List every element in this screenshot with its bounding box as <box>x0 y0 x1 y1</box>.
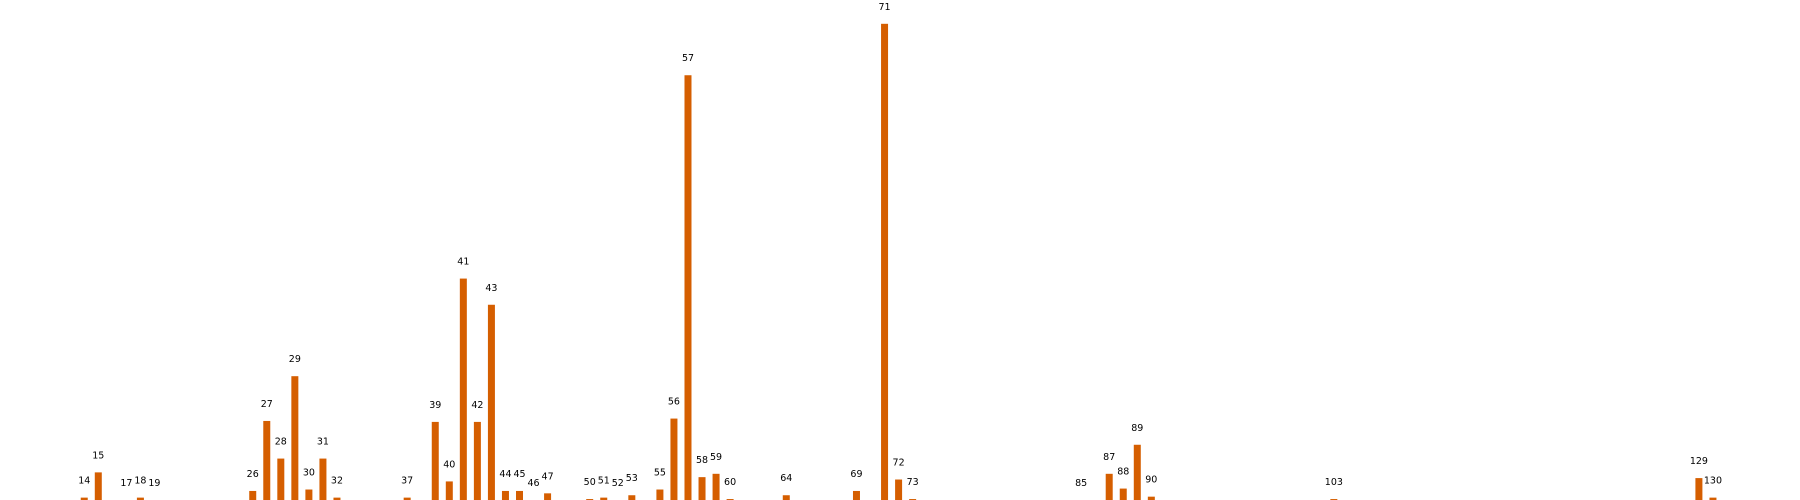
bar-label: 90 <box>1145 475 1157 486</box>
bar-label: 88 <box>1117 467 1129 478</box>
bar <box>473 421 481 500</box>
bar-label: 64 <box>780 473 792 484</box>
bar-label: 31 <box>317 437 329 448</box>
bar-label: 43 <box>485 283 497 294</box>
bar <box>291 376 299 500</box>
bar <box>487 304 495 500</box>
bar-label: 60 <box>724 477 736 488</box>
bar <box>249 490 257 500</box>
bar-label: 72 <box>893 458 905 469</box>
bar-label: 39 <box>429 400 441 411</box>
bar-label: 15 <box>92 450 104 461</box>
bar <box>80 497 88 500</box>
bar-label: 47 <box>542 471 554 482</box>
bar <box>881 23 889 500</box>
bar-label: 85 <box>1075 478 1087 489</box>
bar <box>277 458 285 500</box>
bar-label: 27 <box>261 399 273 410</box>
bar-label: 37 <box>401 476 413 487</box>
bar <box>136 497 144 500</box>
bar-label: 32 <box>331 476 343 487</box>
bar-label: 50 <box>584 477 596 488</box>
bar-label: 129 <box>1690 456 1708 467</box>
bar-label: 14 <box>78 476 90 487</box>
bar-label: 42 <box>471 400 483 411</box>
bar-label: 51 <box>598 476 610 487</box>
bar-label: 18 <box>134 476 146 487</box>
bar-label: 52 <box>612 478 624 489</box>
bar <box>656 489 664 500</box>
bar <box>712 473 720 500</box>
bar-label: 29 <box>289 354 301 365</box>
bar-label: 19 <box>148 478 160 489</box>
bar <box>1709 497 1717 500</box>
bar <box>516 490 524 500</box>
bar <box>305 489 313 500</box>
bar <box>1695 478 1703 500</box>
bar <box>431 421 439 500</box>
bar-label: 69 <box>850 469 862 480</box>
bar-label: 130 <box>1704 476 1722 487</box>
bar <box>1133 444 1141 500</box>
bar-label: 45 <box>513 469 525 480</box>
bar <box>670 418 678 500</box>
bar-label: 73 <box>907 477 919 488</box>
bar <box>544 493 552 500</box>
bar-label: 59 <box>710 452 722 463</box>
bar <box>94 472 102 500</box>
bar <box>333 497 341 500</box>
bar <box>501 490 509 500</box>
bar <box>698 477 706 500</box>
bar-label: 28 <box>275 437 287 448</box>
bar <box>600 497 608 500</box>
bar <box>684 75 692 500</box>
bar-label: 30 <box>303 468 315 479</box>
bar <box>319 458 327 500</box>
bar <box>852 490 860 500</box>
bar-label: 89 <box>1131 423 1143 434</box>
bar-label: 53 <box>626 473 638 484</box>
bar-label: 41 <box>457 257 469 268</box>
bar-label: 40 <box>443 459 455 470</box>
bar-label: 56 <box>668 397 680 408</box>
bar-label: 71 <box>879 2 891 13</box>
bar-label: 46 <box>527 478 539 489</box>
bar-label: 58 <box>696 455 708 466</box>
bar <box>1119 488 1127 500</box>
bar <box>895 479 903 500</box>
bar <box>1147 496 1155 500</box>
bar-label: 87 <box>1103 452 1115 463</box>
bar <box>1105 473 1113 500</box>
bar <box>459 278 467 500</box>
bar-label: 55 <box>654 468 666 479</box>
bar <box>782 495 790 500</box>
bar-label: 57 <box>682 53 694 64</box>
bar <box>263 420 271 500</box>
bar <box>403 497 411 500</box>
bar-label: 26 <box>247 469 259 480</box>
bar-label: 17 <box>120 478 132 489</box>
bar-label: 44 <box>499 469 511 480</box>
bar <box>628 495 636 500</box>
bar-label: 103 <box>1325 477 1343 488</box>
bar <box>445 481 453 500</box>
